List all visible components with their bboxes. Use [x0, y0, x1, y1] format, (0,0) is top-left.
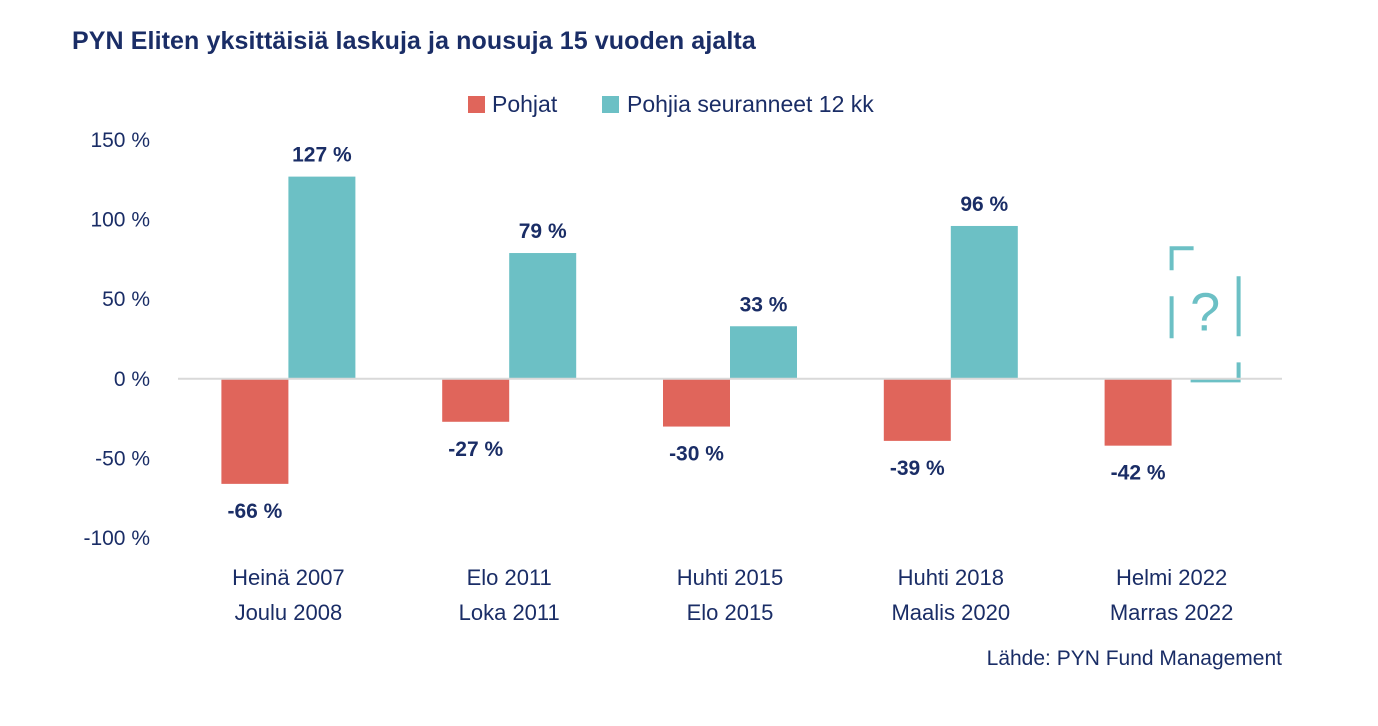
placeholder-bracket-segment: [1169, 246, 1194, 271]
x-tick-label: Maalis 2020: [891, 600, 1010, 625]
source-note: Lähde: PYN Fund Management: [986, 647, 1282, 670]
bar-pohjat: [442, 378, 510, 422]
legend-swatch-seuranneet: [602, 96, 619, 113]
x-tick-label: Loka 2011: [459, 600, 560, 625]
x-tick-label: Helmi 2022: [1116, 565, 1227, 590]
bar-seuranneet: [950, 225, 1018, 379]
y-tick-label: 50 %: [102, 288, 150, 311]
y-tick-label: -100 %: [83, 527, 150, 550]
x-tick-label: Marras 2022: [1110, 600, 1234, 625]
data-label: 79 %: [519, 220, 567, 243]
bar-seuranneet: [730, 326, 797, 379]
legend-label-pohjat: Pohjat: [492, 91, 558, 117]
placeholder-bracket-segment: [1190, 362, 1241, 383]
placeholder-bracket: [1169, 246, 1241, 383]
chart-title: PYN Eliten yksittäisiä laskuja ja nousuj…: [72, 27, 756, 55]
data-label: -66 %: [227, 500, 282, 523]
y-tick-label: 0 %: [114, 368, 150, 391]
data-label: 33 %: [740, 293, 788, 316]
bar-seuranneet: [288, 176, 356, 379]
legend-label-seuranneet: Pohjia seuranneet 12 kk: [627, 91, 874, 117]
data-label: -30 %: [669, 443, 724, 466]
bar-seuranneet: [509, 253, 577, 379]
y-tick-label: -50 %: [95, 447, 150, 470]
x-tick-label: Huhti 2018: [898, 565, 1004, 590]
bar-pohjat: [883, 378, 951, 441]
placeholder-question-mark: ?: [1190, 282, 1220, 342]
data-label: -42 %: [1111, 462, 1166, 485]
x-tick-label: Elo 2015: [687, 600, 774, 625]
data-label: -39 %: [890, 457, 945, 480]
x-tick-label: Huhti 2015: [677, 565, 783, 590]
y-tick-label: 150 %: [90, 129, 150, 152]
legend-swatch-pohjat: [468, 96, 485, 113]
data-label: -27 %: [448, 438, 503, 461]
x-tick-label: Elo 2011: [467, 565, 552, 590]
x-tick-label: Heinä 2007: [232, 565, 345, 590]
data-label: 127 %: [292, 144, 352, 167]
y-tick-label: 100 %: [90, 209, 150, 232]
bar-pohjat: [663, 378, 730, 427]
x-tick-label: Joulu 2008: [235, 600, 343, 625]
bar-pohjat: [1104, 378, 1172, 446]
bar-pohjat: [221, 378, 289, 484]
data-label: 96 %: [960, 193, 1008, 216]
